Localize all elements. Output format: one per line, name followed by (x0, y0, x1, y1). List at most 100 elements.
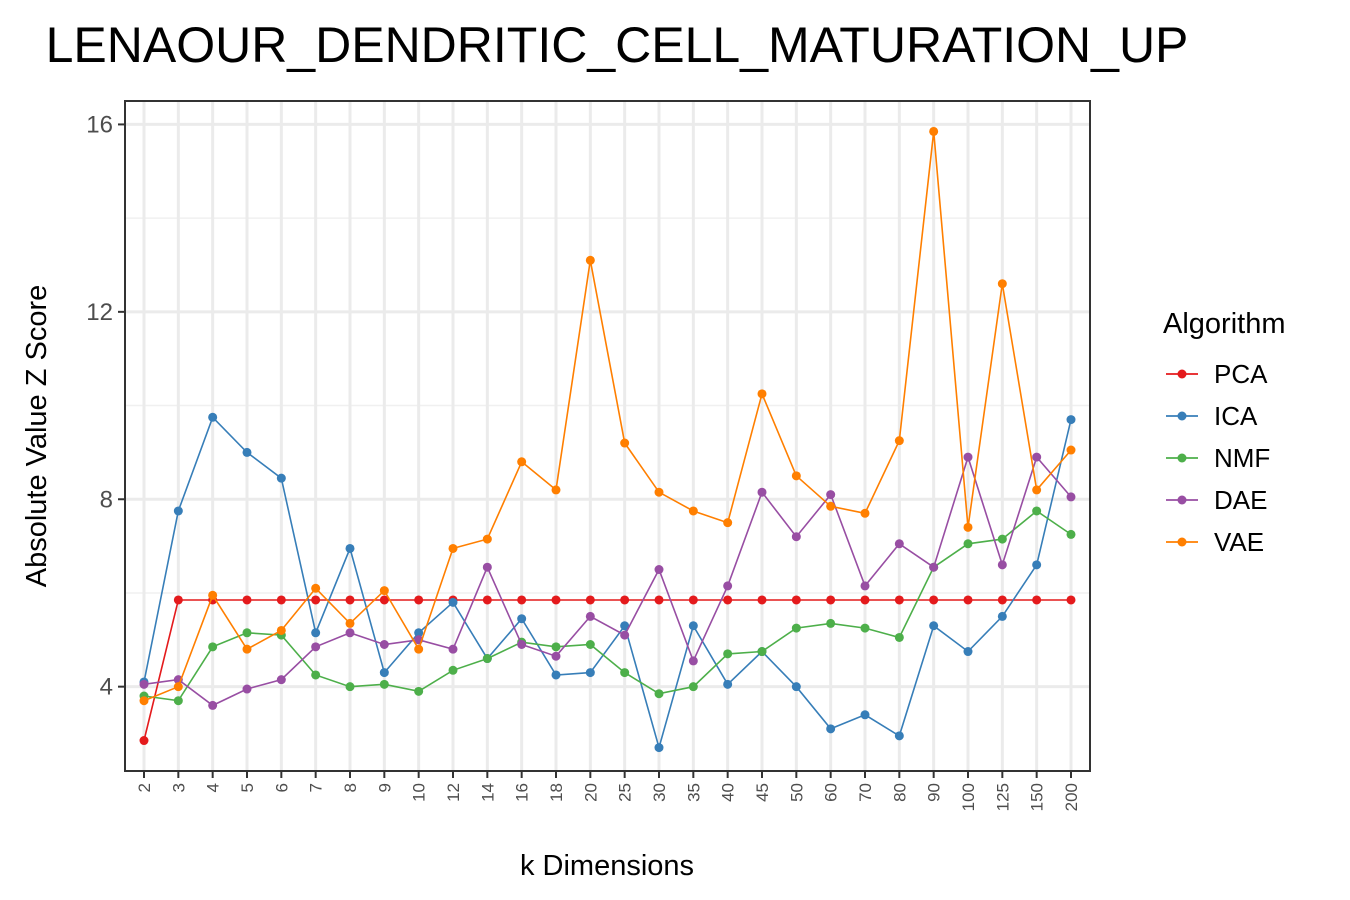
legend-label: DAE (1214, 485, 1267, 515)
x-tick-label: 9 (375, 783, 394, 792)
data-point-dae (997, 560, 1007, 570)
series-line-dae (143, 454, 1072, 707)
data-point-nmf (414, 686, 424, 696)
data-point-ica (345, 543, 355, 553)
x-tick-label: 16 (513, 783, 532, 802)
data-point-ica (929, 621, 939, 631)
data-point-ica (448, 597, 458, 607)
data-point-nmf (654, 689, 664, 699)
data-point-nmf (379, 679, 389, 689)
data-point-vae (929, 126, 939, 136)
x-tick-label: 4 (204, 783, 223, 792)
data-point-pca (860, 595, 870, 605)
data-point-nmf (482, 654, 492, 664)
data-point-nmf (963, 539, 973, 549)
data-point-pca (997, 595, 1007, 605)
data-point-nmf (585, 639, 595, 649)
data-point-vae (585, 255, 595, 265)
data-point-nmf (1066, 529, 1076, 539)
data-point-dae (345, 628, 355, 638)
legend: Algorithm PCA ICA NMF DAE VAE (1163, 308, 1286, 557)
data-point-dae (482, 562, 492, 572)
legend-label: PCA (1214, 359, 1268, 389)
data-point-vae (345, 618, 355, 628)
x-tick-label: 12 (444, 783, 463, 802)
x-tick-label: 30 (650, 783, 669, 802)
series-line-pca (143, 599, 1071, 741)
data-point-dae (1066, 492, 1076, 502)
data-point-ica (1032, 560, 1042, 570)
y-tick-label: 4 (100, 674, 113, 701)
x-tick-label: 70 (856, 783, 875, 802)
legend-item-dae: DAE (1166, 485, 1267, 515)
data-point-vae (448, 543, 458, 553)
data-point-dae (1032, 452, 1042, 462)
legend-item-nmf: NMF (1166, 443, 1270, 473)
series-nmf (139, 506, 1076, 706)
data-point-pca (311, 595, 321, 605)
legend-key-point (1177, 537, 1187, 547)
data-point-vae (208, 590, 218, 600)
series-vae (139, 126, 1076, 706)
x-tick-label: 45 (753, 783, 772, 802)
data-point-vae (173, 682, 183, 692)
data-point-pca (929, 595, 939, 605)
data-point-ica (242, 447, 252, 457)
data-point-dae (963, 452, 973, 462)
y-axis-title: Absolute Value Z Score (21, 285, 53, 588)
data-point-dae (276, 675, 286, 685)
data-point-nmf (894, 632, 904, 642)
data-point-ica (208, 412, 218, 422)
data-point-vae (482, 534, 492, 544)
x-tick-label: 35 (684, 783, 703, 802)
data-point-dae (139, 679, 149, 689)
data-point-pca (688, 595, 698, 605)
series-line-vae (143, 131, 1072, 702)
data-point-pca (791, 595, 801, 605)
data-point-pca (517, 595, 527, 605)
data-point-vae (860, 508, 870, 518)
data-point-pca (826, 595, 836, 605)
data-point-dae (551, 651, 561, 661)
data-point-dae (620, 630, 630, 640)
data-point-ica (688, 621, 698, 631)
x-tick-label: 50 (787, 783, 806, 802)
data-point-dae (860, 581, 870, 591)
data-point-vae (551, 485, 561, 495)
data-point-ica (723, 679, 733, 689)
legend-label: NMF (1214, 443, 1270, 473)
data-point-pca (173, 595, 183, 605)
data-point-dae (585, 611, 595, 621)
data-point-nmf (208, 642, 218, 652)
data-point-nmf (551, 642, 561, 652)
data-point-pca (757, 595, 767, 605)
series-layer (139, 126, 1076, 753)
legend-label: VAE (1214, 527, 1264, 557)
x-tick-label: 14 (478, 783, 497, 802)
data-point-vae (997, 279, 1007, 289)
x-tick-label: 150 (1028, 783, 1047, 811)
legend-item-pca: PCA (1166, 359, 1268, 389)
x-tick-label: 3 (169, 783, 188, 792)
data-point-nmf (620, 668, 630, 678)
data-point-dae (654, 565, 664, 575)
data-point-dae (242, 684, 252, 694)
y-tick-label: 16 (86, 111, 113, 138)
data-point-ica (276, 473, 286, 483)
data-point-dae (929, 562, 939, 572)
data-point-nmf (688, 682, 698, 692)
x-tick-label: 20 (581, 783, 600, 802)
x-tick-label: 2 (135, 783, 154, 792)
data-point-ica (620, 621, 630, 631)
x-tick-label: 40 (719, 783, 738, 802)
data-point-nmf (1032, 506, 1042, 516)
legend-key-point (1177, 495, 1187, 505)
data-point-nmf (791, 623, 801, 633)
data-point-dae (757, 487, 767, 497)
data-point-vae (414, 644, 424, 654)
data-point-vae (826, 501, 836, 511)
data-point-ica (551, 670, 561, 680)
series-line-ica (143, 415, 1072, 751)
data-point-dae (311, 642, 321, 652)
data-point-vae (894, 436, 904, 446)
